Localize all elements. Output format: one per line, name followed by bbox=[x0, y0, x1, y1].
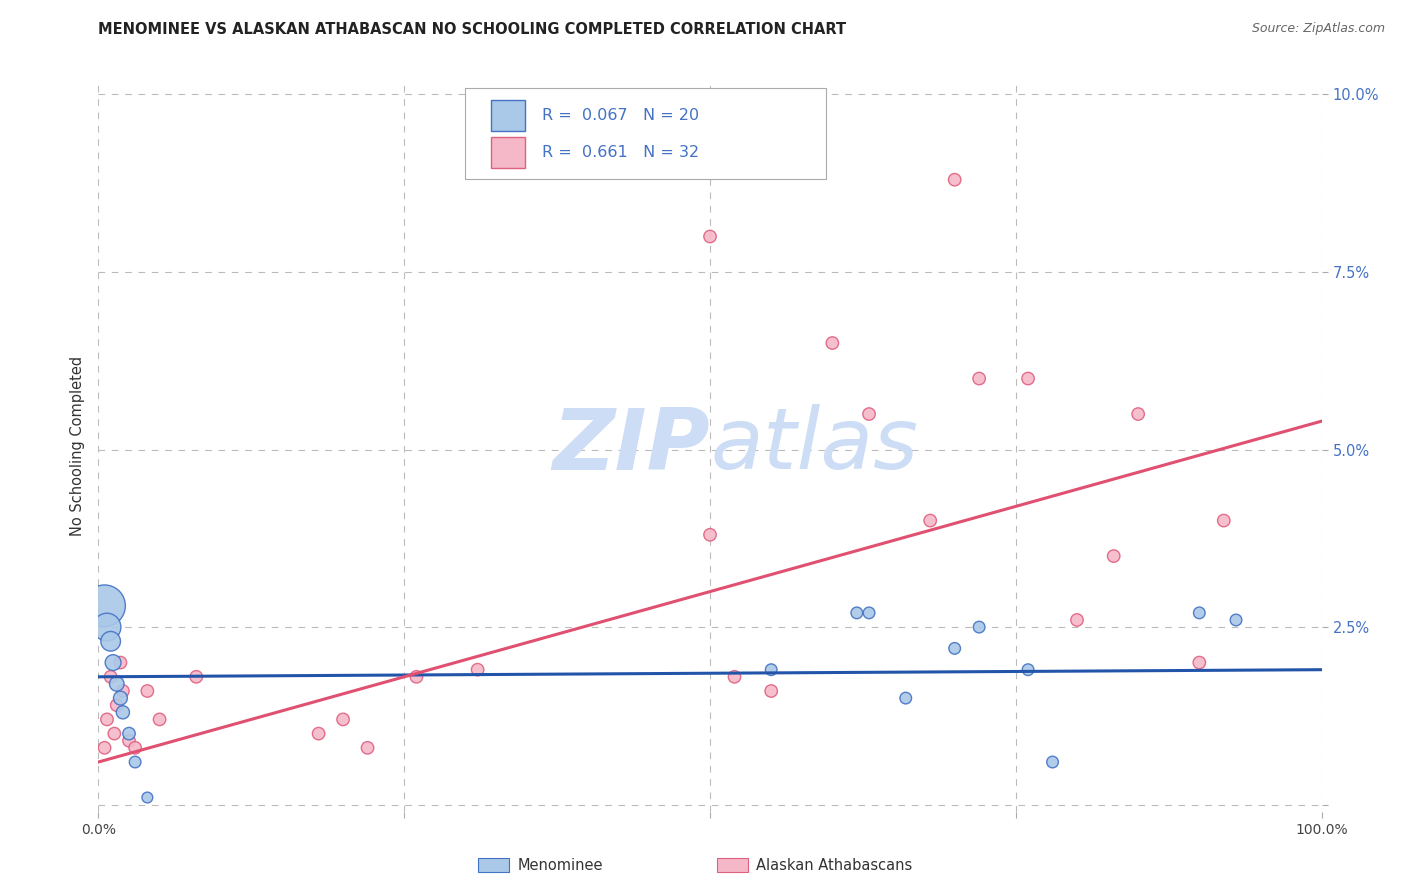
Point bbox=[356, 740, 378, 755]
Point bbox=[1102, 549, 1125, 563]
Point bbox=[110, 656, 132, 670]
Point bbox=[308, 726, 330, 740]
Point bbox=[405, 670, 427, 684]
Point bbox=[858, 606, 880, 620]
Point bbox=[699, 528, 721, 542]
Point bbox=[845, 606, 868, 620]
Point bbox=[1042, 755, 1064, 769]
Text: R =  0.661   N = 32: R = 0.661 N = 32 bbox=[543, 145, 700, 161]
Text: ZIP: ZIP bbox=[553, 404, 710, 488]
Point bbox=[761, 684, 783, 698]
Point bbox=[332, 713, 354, 727]
Point bbox=[1066, 613, 1088, 627]
Point bbox=[118, 726, 141, 740]
Point bbox=[96, 713, 118, 727]
Point bbox=[186, 670, 208, 684]
Point bbox=[105, 698, 128, 713]
Point bbox=[943, 172, 966, 186]
Point bbox=[110, 691, 132, 706]
Point bbox=[111, 706, 134, 720]
Text: MENOMINEE VS ALASKAN ATHABASCAN NO SCHOOLING COMPLETED CORRELATION CHART: MENOMINEE VS ALASKAN ATHABASCAN NO SCHOO… bbox=[98, 22, 846, 37]
Point bbox=[93, 599, 115, 613]
Point bbox=[136, 790, 159, 805]
Point bbox=[149, 713, 172, 727]
Point bbox=[1017, 663, 1039, 677]
Point bbox=[821, 336, 844, 351]
Y-axis label: No Schooling Completed: No Schooling Completed bbox=[70, 356, 86, 536]
Point bbox=[100, 634, 122, 648]
Point bbox=[1017, 371, 1039, 385]
Point bbox=[100, 670, 122, 684]
Point bbox=[467, 663, 489, 677]
Point bbox=[723, 670, 745, 684]
Point bbox=[124, 740, 146, 755]
Point bbox=[1128, 407, 1150, 421]
Point bbox=[1212, 514, 1234, 528]
Point bbox=[858, 407, 880, 421]
Point bbox=[761, 663, 783, 677]
Point bbox=[920, 514, 942, 528]
FancyBboxPatch shape bbox=[491, 137, 526, 168]
Point bbox=[96, 620, 118, 634]
Point bbox=[967, 371, 990, 385]
Point bbox=[967, 620, 990, 634]
Point bbox=[943, 641, 966, 656]
Text: R =  0.067   N = 20: R = 0.067 N = 20 bbox=[543, 108, 700, 123]
Point bbox=[699, 229, 721, 244]
Point bbox=[894, 691, 917, 706]
Point bbox=[118, 733, 141, 747]
Point bbox=[93, 740, 115, 755]
Point bbox=[136, 684, 159, 698]
Text: atlas: atlas bbox=[710, 404, 918, 488]
FancyBboxPatch shape bbox=[491, 100, 526, 131]
Point bbox=[103, 726, 125, 740]
FancyBboxPatch shape bbox=[465, 87, 827, 179]
Point bbox=[105, 677, 128, 691]
Point bbox=[1188, 606, 1211, 620]
Text: Alaskan Athabascans: Alaskan Athabascans bbox=[756, 858, 912, 872]
Text: Source: ZipAtlas.com: Source: ZipAtlas.com bbox=[1251, 22, 1385, 36]
Point bbox=[101, 656, 124, 670]
Point bbox=[1188, 656, 1211, 670]
Point bbox=[111, 684, 134, 698]
Point bbox=[1225, 613, 1247, 627]
Point bbox=[124, 755, 146, 769]
Text: Menominee: Menominee bbox=[517, 858, 603, 872]
